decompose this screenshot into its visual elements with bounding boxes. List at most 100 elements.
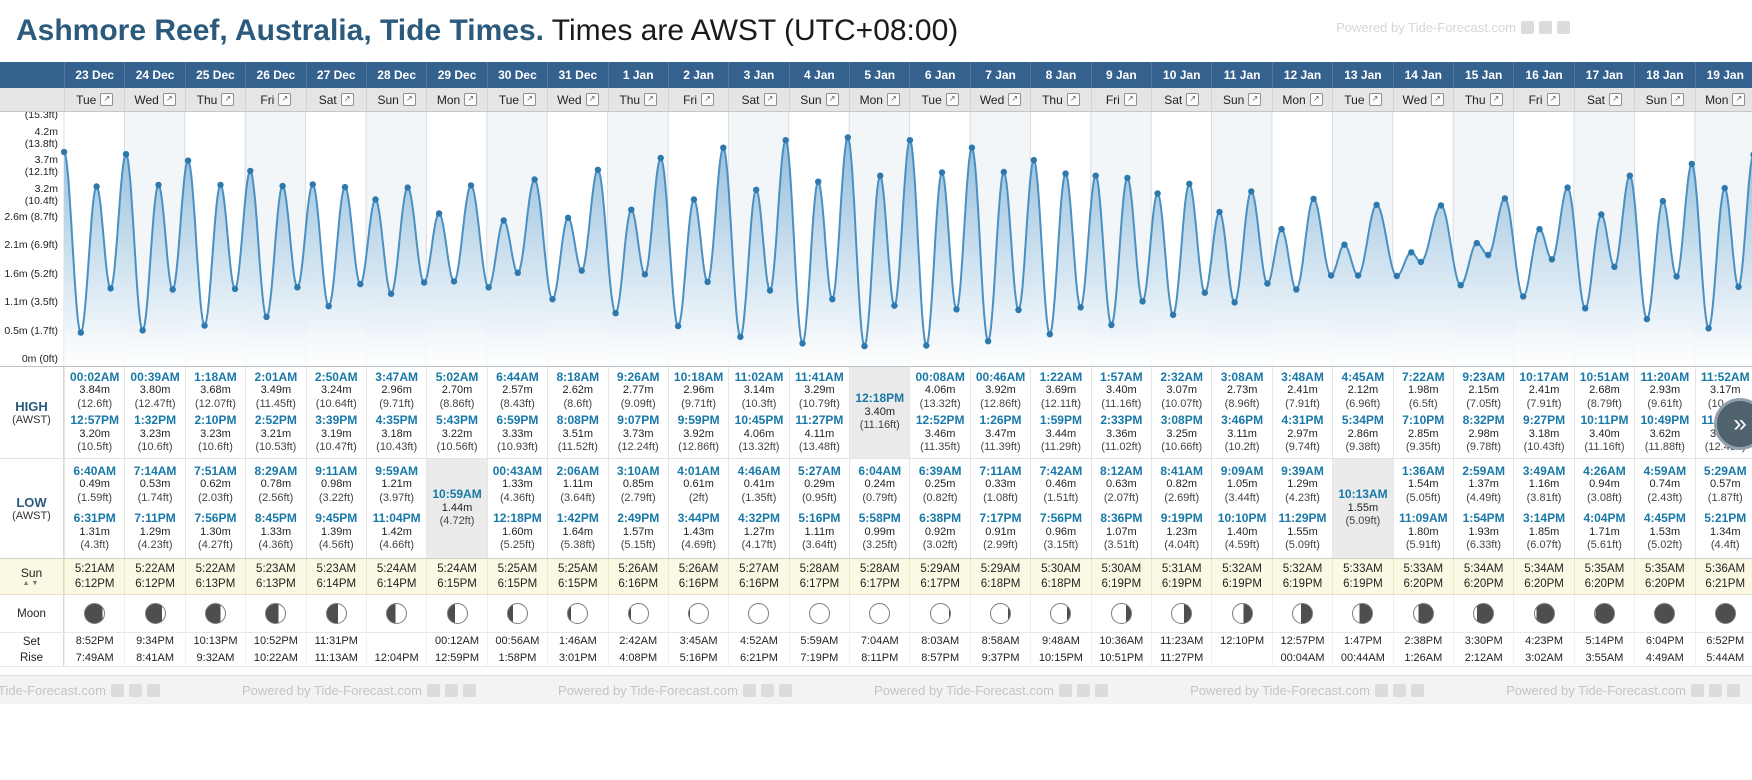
date-header[interactable]: 16 Jan <box>1513 62 1573 88</box>
scroll-next-button[interactable]: » <box>1714 398 1752 450</box>
date-header[interactable]: 30 Dec <box>486 62 547 88</box>
date-header[interactable]: 12 Jan <box>1271 62 1332 88</box>
date-header[interactable]: 3 Jan <box>728 62 788 88</box>
watermark-text[interactable]: Powered by Tide-Forecast.com <box>1506 682 1686 698</box>
external-link-icon[interactable]: ↗ <box>1732 93 1746 106</box>
external-link-icon[interactable]: ↗ <box>585 93 599 106</box>
dow-cell[interactable]: Sun ↗ <box>788 88 849 111</box>
external-link-icon[interactable]: ↗ <box>162 93 176 106</box>
external-link-icon[interactable]: ↗ <box>763 93 777 106</box>
date-header[interactable]: 5 Jan <box>849 62 909 88</box>
date-header[interactable]: 15 Jan <box>1452 62 1513 88</box>
dow-cell[interactable]: Tue ↗ <box>1332 88 1392 111</box>
tide-cell-high: 9:26AM 2.77m (9.09ft) 9:07PM 3.73m (12.24ft) <box>607 367 668 458</box>
dow-cell[interactable]: Mon ↗ <box>426 88 486 111</box>
date-header[interactable]: 26 Dec <box>245 62 305 88</box>
watermark-text[interactable]: Powered by Tide-Forecast.com <box>558 682 738 698</box>
tide-height-ft: (12.24ft) <box>617 441 659 453</box>
external-link-icon[interactable]: ↗ <box>340 93 354 106</box>
date-header[interactable]: 7 Jan <box>969 62 1030 88</box>
date-header[interactable]: 31 Dec <box>547 62 607 88</box>
external-link-icon[interactable]: ↗ <box>1431 93 1445 106</box>
dow-cell[interactable]: Wed ↗ <box>124 88 184 111</box>
external-link-icon[interactable]: ↗ <box>886 93 900 106</box>
external-link-icon[interactable]: ↗ <box>278 93 292 106</box>
external-link-icon[interactable]: ↗ <box>825 93 839 106</box>
dow-cell[interactable]: Tue ↗ <box>486 88 547 111</box>
external-link-icon[interactable]: ↗ <box>1608 93 1622 106</box>
external-link-icon[interactable]: ↗ <box>523 93 537 106</box>
dow-cell[interactable]: Fri ↗ <box>1513 88 1573 111</box>
date-header[interactable]: 27 Dec <box>305 62 366 88</box>
watermark-text[interactable]: Powered by Tide-Forecast.com <box>1336 20 1516 35</box>
external-link-icon[interactable]: ↗ <box>1546 93 1560 106</box>
dow-cell[interactable]: Thu ↗ <box>1452 88 1513 111</box>
watermark-text[interactable]: Powered by Tide-Forecast.com <box>242 682 422 698</box>
date-header[interactable]: 9 Jan <box>1090 62 1151 88</box>
date-header[interactable]: 1 Jan <box>607 62 668 88</box>
dow-cell[interactable]: Thu ↗ <box>184 88 245 111</box>
watermark-text[interactable]: Powered by Tide-Forecast.com <box>0 682 106 698</box>
watermark-text[interactable]: Powered by Tide-Forecast.com <box>874 682 1054 698</box>
dow-cell[interactable]: Sun ↗ <box>365 88 426 111</box>
watermark-text[interactable]: Powered by Tide-Forecast.com <box>1190 682 1370 698</box>
date-header[interactable]: 24 Dec <box>124 62 184 88</box>
external-link-icon[interactable]: ↗ <box>1066 93 1080 106</box>
external-link-icon[interactable]: ↗ <box>945 93 959 106</box>
date-header[interactable]: 11 Jan <box>1211 62 1271 88</box>
dow-cell[interactable]: Mon ↗ <box>1271 88 1332 111</box>
tide-height-m: 1.80m <box>1408 525 1439 538</box>
dow-cell[interactable]: Sat ↗ <box>1151 88 1211 111</box>
tide-extreme-dot <box>1278 225 1285 233</box>
dow-cell[interactable]: Mon ↗ <box>849 88 909 111</box>
external-link-icon[interactable]: ↗ <box>1671 93 1685 106</box>
dow-cell[interactable]: Fri ↗ <box>667 88 728 111</box>
dow-cell[interactable]: Mon ↗ <box>1694 88 1752 111</box>
dow-cell[interactable]: Fri ↗ <box>245 88 305 111</box>
external-link-icon[interactable]: ↗ <box>221 93 235 106</box>
dow-cell[interactable]: Thu ↗ <box>1030 88 1090 111</box>
date-header[interactable]: 13 Jan <box>1332 62 1392 88</box>
external-link-icon[interactable]: ↗ <box>464 93 478 106</box>
external-link-icon[interactable]: ↗ <box>701 93 715 106</box>
dow-cell[interactable]: Wed ↗ <box>547 88 607 111</box>
date-header[interactable]: 14 Jan <box>1392 62 1453 88</box>
date-header[interactable]: 28 Dec <box>365 62 426 88</box>
dow-cell[interactable]: Sun ↗ <box>1634 88 1694 111</box>
dow-cell[interactable]: Tue ↗ <box>909 88 969 111</box>
date-header[interactable]: 10 Jan <box>1151 62 1211 88</box>
external-link-icon[interactable]: ↗ <box>1368 93 1382 106</box>
date-header[interactable]: 19 Jan <box>1694 62 1752 88</box>
date-header[interactable]: 29 Dec <box>426 62 486 88</box>
dow-cell[interactable]: Sat ↗ <box>1573 88 1634 111</box>
external-link-icon[interactable]: ↗ <box>1248 93 1262 106</box>
date-header[interactable]: 2 Jan <box>667 62 728 88</box>
date-header[interactable]: 17 Jan <box>1573 62 1634 88</box>
dow-cell[interactable]: Wed ↗ <box>969 88 1030 111</box>
dow-cell[interactable]: Tue ↗ <box>64 88 124 111</box>
date-header[interactable]: 18 Jan <box>1634 62 1694 88</box>
external-link-icon[interactable]: ↗ <box>1309 93 1323 106</box>
dow-cell[interactable]: Sat ↗ <box>728 88 788 111</box>
date-header[interactable]: 23 Dec <box>64 62 124 88</box>
watermark: Powered by Tide-Forecast.com <box>874 683 1108 698</box>
date-header[interactable]: 25 Dec <box>184 62 245 88</box>
tide-extreme-dot <box>690 196 698 203</box>
external-link-icon[interactable]: ↗ <box>644 93 658 106</box>
dow-cell[interactable]: Thu ↗ <box>607 88 668 111</box>
dow-cell[interactable]: Fri ↗ <box>1090 88 1151 111</box>
tide-extreme-dot <box>1124 174 1131 182</box>
dow-cell[interactable]: Sat ↗ <box>305 88 366 111</box>
external-link-icon[interactable]: ↗ <box>1489 93 1503 106</box>
external-link-icon[interactable]: ↗ <box>100 93 114 106</box>
date-header[interactable]: 8 Jan <box>1030 62 1090 88</box>
external-link-icon[interactable]: ↗ <box>1186 93 1200 106</box>
dow-cell[interactable]: Sun ↗ <box>1211 88 1271 111</box>
external-link-icon[interactable]: ↗ <box>1008 93 1022 106</box>
date-header[interactable]: 6 Jan <box>909 62 969 88</box>
dow-cell[interactable]: Wed ↗ <box>1392 88 1453 111</box>
tide-extreme-dot <box>263 313 270 321</box>
external-link-icon[interactable]: ↗ <box>1123 93 1137 106</box>
date-header[interactable]: 4 Jan <box>788 62 849 88</box>
external-link-icon[interactable]: ↗ <box>402 93 416 106</box>
